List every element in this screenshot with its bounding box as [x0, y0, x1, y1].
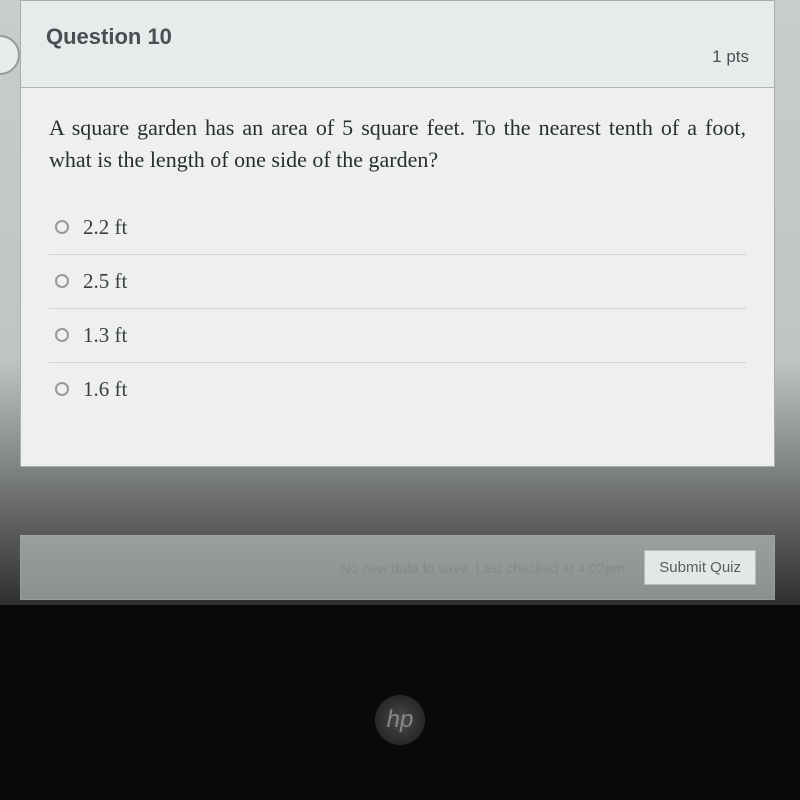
- save-status-text: No new data to save. Last checked at 4:0…: [340, 560, 624, 576]
- answer-label: 2.5 ft: [83, 269, 127, 294]
- answer-label: 2.2 ft: [83, 215, 127, 240]
- answer-option[interactable]: 2.5 ft: [49, 255, 746, 309]
- question-number: Question 10: [46, 24, 172, 50]
- answer-label: 1.6 ft: [83, 377, 127, 402]
- question-text: A square garden has an area of 5 square …: [49, 112, 746, 176]
- radio-icon[interactable]: [55, 274, 69, 288]
- question-points: 1 pts: [712, 47, 749, 67]
- answer-label: 1.3 ft: [83, 323, 127, 348]
- hp-logo-icon: hp: [375, 695, 425, 745]
- question-body: A square garden has an area of 5 square …: [21, 88, 774, 466]
- quiz-footer-bar: No new data to save. Last checked at 4:0…: [20, 535, 775, 600]
- submit-quiz-button[interactable]: Submit Quiz: [644, 550, 756, 585]
- radio-icon[interactable]: [55, 382, 69, 396]
- radio-icon[interactable]: [55, 220, 69, 234]
- radio-icon[interactable]: [55, 328, 69, 342]
- nav-circle-indicator: [0, 35, 20, 75]
- answer-option[interactable]: 1.3 ft: [49, 309, 746, 363]
- answer-option[interactable]: 2.2 ft: [49, 201, 746, 255]
- hp-logo-text: hp: [387, 706, 414, 734]
- quiz-question-panel: Question 10 1 pts A square garden has an…: [20, 0, 775, 467]
- question-header: Question 10 1 pts: [21, 1, 774, 88]
- answer-option[interactable]: 1.6 ft: [49, 363, 746, 416]
